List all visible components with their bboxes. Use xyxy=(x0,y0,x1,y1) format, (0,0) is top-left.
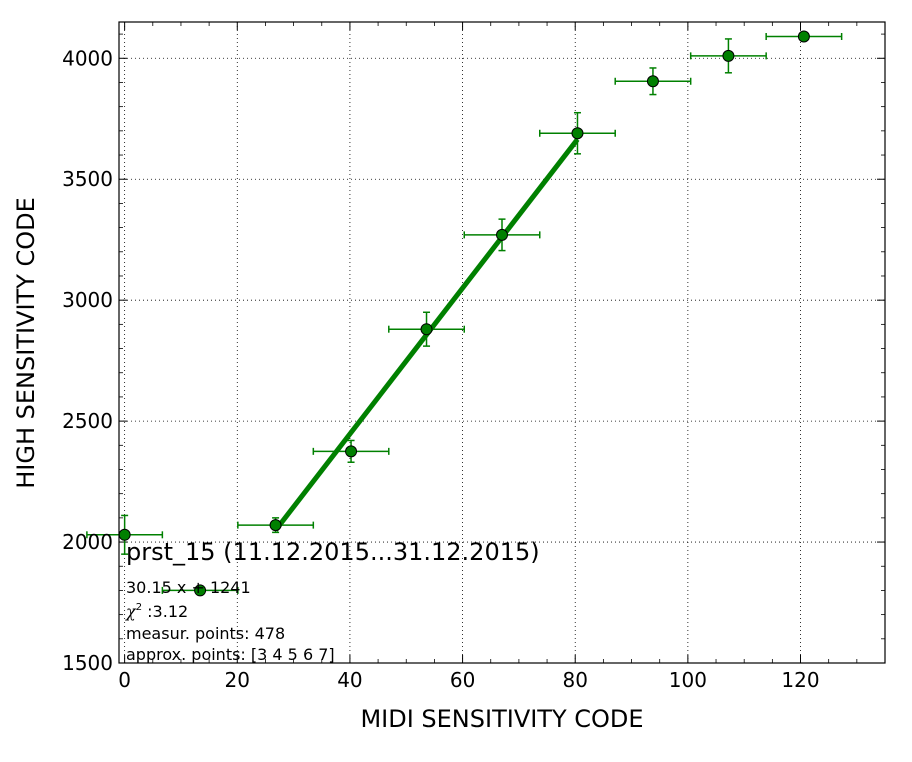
data-point-group xyxy=(237,517,315,534)
data-point xyxy=(722,49,735,62)
y-tick-label: 3000 xyxy=(62,288,113,312)
chi-symbol: χ xyxy=(125,602,137,621)
data-point xyxy=(496,228,508,241)
x-tick-label: 120 xyxy=(781,668,819,692)
x-tick-label: 80 xyxy=(562,668,587,692)
x-tick-label: 20 xyxy=(225,668,250,692)
x-tick-label: 40 xyxy=(337,668,362,692)
data-point-group xyxy=(463,218,541,252)
data-point-group xyxy=(388,311,466,347)
y-tick-label: 2500 xyxy=(62,409,113,433)
plot-background xyxy=(119,22,885,663)
annotation-measur-points: measur. points: 478 xyxy=(126,624,285,643)
x-tick-label: 60 xyxy=(450,668,475,692)
data-point xyxy=(420,323,433,336)
data-point-group xyxy=(689,38,767,74)
data-point xyxy=(646,75,659,88)
y-tick-label: 1500 xyxy=(62,651,113,675)
data-point xyxy=(345,445,358,458)
annotation-approx-points: approx. points: [3 4 5 6 7] xyxy=(126,645,335,664)
x-tick-label: 100 xyxy=(669,668,707,692)
tick-labels: 0 20 40 60 80 100 120 1500 2000 2500 3000 3500 4000 xyxy=(62,46,820,692)
data-point-group xyxy=(538,111,616,155)
annotation-chi: χ2 :3.12 xyxy=(125,602,188,621)
x-axis-title: MIDI SENSITIVITY CODE xyxy=(360,705,643,733)
ticks xyxy=(119,22,885,664)
x-tick-label: 0 xyxy=(118,668,131,692)
data-point xyxy=(571,127,584,140)
chi-value: :3.12 xyxy=(142,602,188,621)
data-point xyxy=(194,584,207,597)
y-tick-label: 4000 xyxy=(62,46,113,70)
data-point xyxy=(797,30,810,43)
annotation-fit: 30.15 x + 1241 xyxy=(126,578,251,597)
chi-exponent: 2 xyxy=(136,602,142,613)
plot-frame xyxy=(118,21,886,664)
y-axis-title: HIGH SENSITIVITY CODE xyxy=(12,197,40,489)
y-tick-label: 3500 xyxy=(62,167,113,191)
data-point-group xyxy=(614,67,692,96)
data-point-group xyxy=(312,439,390,463)
data-point-group xyxy=(161,584,239,597)
data-point xyxy=(269,519,282,532)
y-tick-label: 2000 xyxy=(62,530,113,554)
data-point-group xyxy=(765,30,843,43)
grid xyxy=(119,22,885,664)
annotation-title: prst_15 (11.12.2015...31.12.2015) xyxy=(126,538,540,566)
